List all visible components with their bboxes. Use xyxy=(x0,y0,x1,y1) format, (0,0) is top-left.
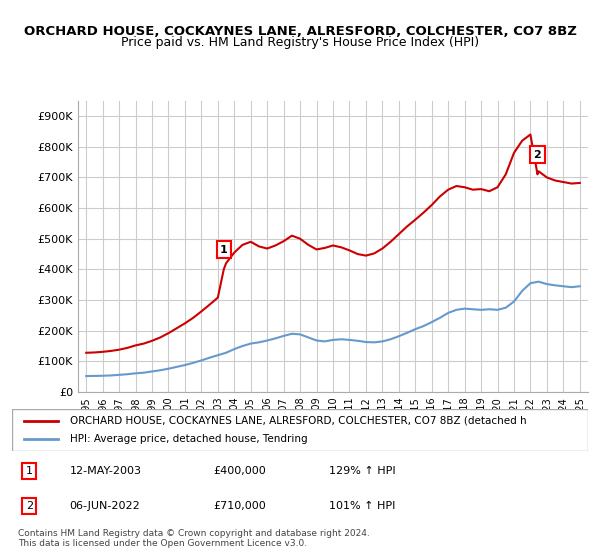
Text: Contains HM Land Registry data © Crown copyright and database right 2024.: Contains HM Land Registry data © Crown c… xyxy=(18,529,370,538)
Text: 101% ↑ HPI: 101% ↑ HPI xyxy=(329,501,395,511)
Text: 129% ↑ HPI: 129% ↑ HPI xyxy=(329,466,395,476)
Text: £710,000: £710,000 xyxy=(214,501,266,511)
Text: 1: 1 xyxy=(26,466,33,476)
Text: 12-MAY-2003: 12-MAY-2003 xyxy=(70,466,142,476)
Text: 06-JUN-2022: 06-JUN-2022 xyxy=(70,501,140,511)
Text: This data is licensed under the Open Government Licence v3.0.: This data is licensed under the Open Gov… xyxy=(18,539,307,548)
Text: HPI: Average price, detached house, Tendring: HPI: Average price, detached house, Tend… xyxy=(70,434,307,444)
Text: £400,000: £400,000 xyxy=(214,466,266,476)
Text: ORCHARD HOUSE, COCKAYNES LANE, ALRESFORD, COLCHESTER, CO7 8BZ (detached h: ORCHARD HOUSE, COCKAYNES LANE, ALRESFORD… xyxy=(70,416,526,426)
Text: 1: 1 xyxy=(220,245,227,255)
FancyBboxPatch shape xyxy=(12,409,588,451)
Text: 2: 2 xyxy=(533,150,541,160)
Text: ORCHARD HOUSE, COCKAYNES LANE, ALRESFORD, COLCHESTER, CO7 8BZ: ORCHARD HOUSE, COCKAYNES LANE, ALRESFORD… xyxy=(23,25,577,38)
Text: 2: 2 xyxy=(26,501,33,511)
Text: Price paid vs. HM Land Registry's House Price Index (HPI): Price paid vs. HM Land Registry's House … xyxy=(121,36,479,49)
